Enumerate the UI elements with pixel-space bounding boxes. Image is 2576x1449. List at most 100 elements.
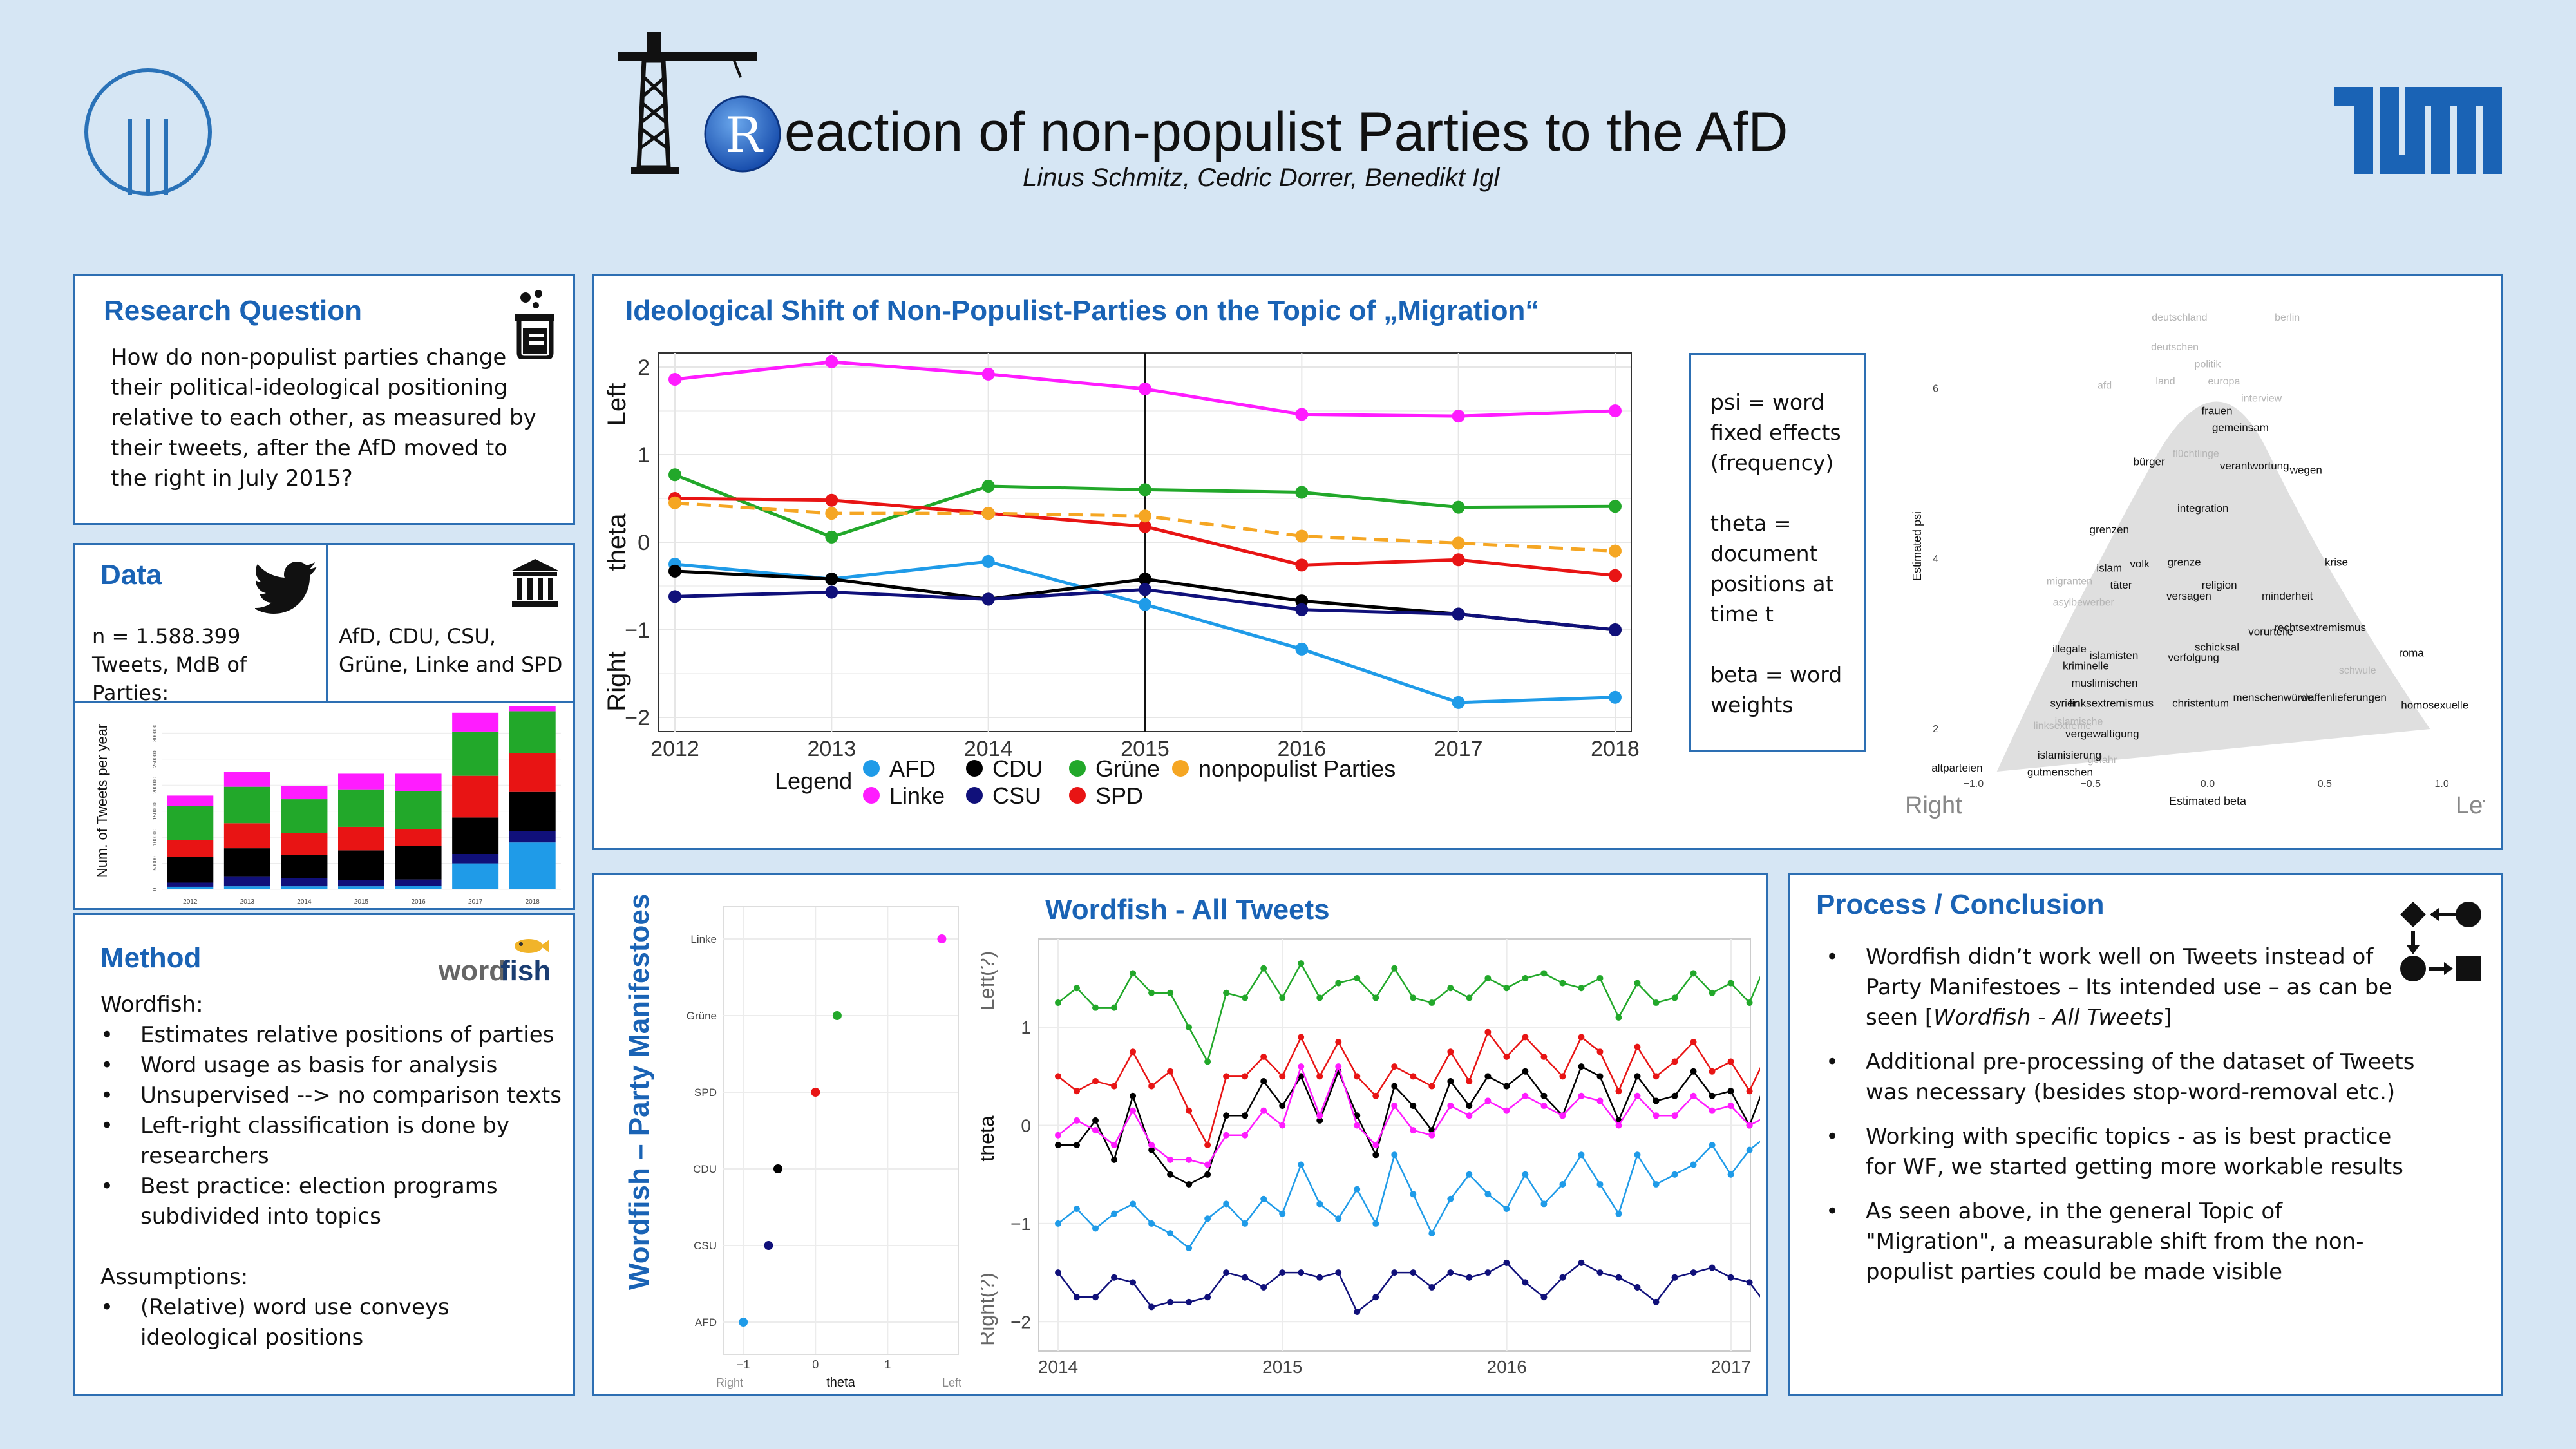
data-point bbox=[1167, 1230, 1174, 1237]
method-bullets: Estimates relative positions of parties … bbox=[100, 1020, 564, 1232]
y-tick-label: 4 bbox=[1933, 554, 1938, 565]
word-label: islamisierung bbox=[2038, 749, 2101, 761]
word-label: muslimischen bbox=[2072, 677, 2138, 689]
data-parties: AfD, CDU, CSU, Grüne, Linke and SPD bbox=[339, 624, 563, 677]
data-point bbox=[1372, 994, 1379, 1001]
y-axis-label: Right bbox=[607, 651, 631, 711]
data-point bbox=[1609, 500, 1622, 513]
bar-segment bbox=[281, 855, 328, 878]
data-point bbox=[1559, 1180, 1566, 1188]
legend-marker bbox=[1069, 787, 1086, 804]
beaker-icon bbox=[506, 289, 564, 361]
data-point bbox=[1428, 1230, 1435, 1237]
data-point bbox=[1690, 1039, 1697, 1045]
data-point bbox=[1372, 1151, 1379, 1159]
data-point bbox=[1354, 974, 1361, 981]
conclusion-bullet: Working with specific topics - as is bes… bbox=[1826, 1122, 2418, 1182]
data-point bbox=[1690, 1068, 1697, 1075]
data-point bbox=[1578, 985, 1585, 992]
data-point bbox=[1335, 1215, 1342, 1222]
data-point bbox=[1111, 1156, 1118, 1163]
data-point bbox=[1503, 1083, 1510, 1090]
word-label: altparteien bbox=[1931, 762, 1982, 774]
data-point bbox=[668, 496, 681, 509]
method-bullet: Left-right classification is done by res… bbox=[100, 1111, 564, 1171]
data-point bbox=[1391, 1269, 1398, 1276]
y-tick-label: 0 bbox=[638, 531, 650, 555]
word-label: gutmenschen bbox=[2027, 766, 2093, 779]
grey-word-label: politik bbox=[2195, 359, 2222, 370]
data-point bbox=[1186, 1024, 1193, 1031]
x-tick-label: 0 bbox=[812, 1358, 819, 1371]
data-point bbox=[1559, 1073, 1566, 1080]
word-label: menschenwürde bbox=[2233, 691, 2313, 703]
y-axis-label: Num. of Tweets per year bbox=[94, 724, 110, 878]
bar-segment bbox=[395, 886, 442, 889]
data-point bbox=[937, 934, 947, 943]
bar-segment bbox=[338, 886, 384, 889]
data-point bbox=[1242, 1112, 1249, 1119]
data-point bbox=[1242, 1274, 1249, 1281]
data-point bbox=[1596, 1269, 1604, 1276]
data-point bbox=[1186, 1107, 1193, 1114]
data-point bbox=[1634, 1092, 1641, 1099]
bar-segment bbox=[395, 791, 442, 829]
y-tick-label: 50000 bbox=[152, 856, 158, 871]
data-point bbox=[1295, 603, 1309, 616]
y-tick-label: Grüne bbox=[687, 1010, 717, 1022]
data-point bbox=[1092, 1127, 1099, 1134]
data-point bbox=[1130, 1107, 1137, 1114]
data-point bbox=[1690, 970, 1697, 977]
word-label: kriminelle bbox=[2063, 660, 2109, 672]
bar-segment bbox=[167, 882, 214, 887]
y-tick-label: −2 bbox=[625, 706, 650, 730]
data-point bbox=[1466, 994, 1473, 1001]
data-point bbox=[1484, 1269, 1492, 1276]
word-label: minderheit bbox=[2262, 590, 2313, 602]
page-title: eaction of non-populist Parties to the A… bbox=[784, 101, 1788, 163]
data-point bbox=[1653, 1112, 1660, 1119]
data-point bbox=[1653, 1180, 1660, 1188]
data-point bbox=[1204, 1161, 1211, 1168]
data-point bbox=[1316, 1200, 1323, 1208]
data-point bbox=[1130, 1200, 1137, 1208]
data-point bbox=[1167, 1298, 1174, 1305]
data-point bbox=[1609, 404, 1622, 417]
data-point bbox=[1298, 1073, 1305, 1080]
grey-word-label: migranten bbox=[2047, 576, 2092, 587]
data-point bbox=[1204, 1215, 1211, 1222]
data-point bbox=[1609, 544, 1622, 558]
data-point bbox=[1391, 1083, 1398, 1090]
bar-segment bbox=[509, 711, 556, 753]
x-tick-label: 1 bbox=[884, 1358, 891, 1371]
y-tick-label: 6 bbox=[1933, 384, 1938, 395]
data-point bbox=[1596, 1097, 1604, 1104]
data-point bbox=[1354, 1309, 1361, 1316]
bar-segment bbox=[338, 880, 384, 887]
data-point bbox=[1372, 1092, 1379, 1099]
crane-r-logo bbox=[618, 26, 786, 174]
x-tick-label: 2013 bbox=[240, 898, 255, 905]
data-point bbox=[1295, 408, 1309, 421]
data-point bbox=[1671, 1092, 1678, 1099]
grey-word-label: berlin bbox=[2275, 312, 2300, 323]
wordfish-manifestos-title: Wordfish – Party Manifestoes bbox=[623, 893, 655, 1290]
word-label: islamisten bbox=[2090, 650, 2139, 662]
parliament-icon bbox=[509, 558, 561, 609]
grey-word-label: europa bbox=[2208, 376, 2240, 387]
y-tick-label: −1 bbox=[625, 618, 650, 643]
data-point bbox=[1130, 1048, 1137, 1056]
data-point bbox=[1223, 1112, 1230, 1119]
data-point bbox=[1410, 1127, 1417, 1134]
data-point bbox=[1335, 980, 1342, 987]
data-point bbox=[1540, 1092, 1548, 1099]
data-point bbox=[1596, 1073, 1604, 1080]
data-point bbox=[1148, 989, 1155, 996]
data-point bbox=[1335, 1039, 1342, 1045]
word-label: religion bbox=[2202, 579, 2237, 591]
data-point bbox=[1055, 1269, 1061, 1276]
data-point bbox=[1372, 1220, 1379, 1227]
data-point bbox=[1111, 1210, 1118, 1217]
data-point bbox=[1522, 1034, 1529, 1041]
data-point bbox=[1316, 1112, 1323, 1119]
